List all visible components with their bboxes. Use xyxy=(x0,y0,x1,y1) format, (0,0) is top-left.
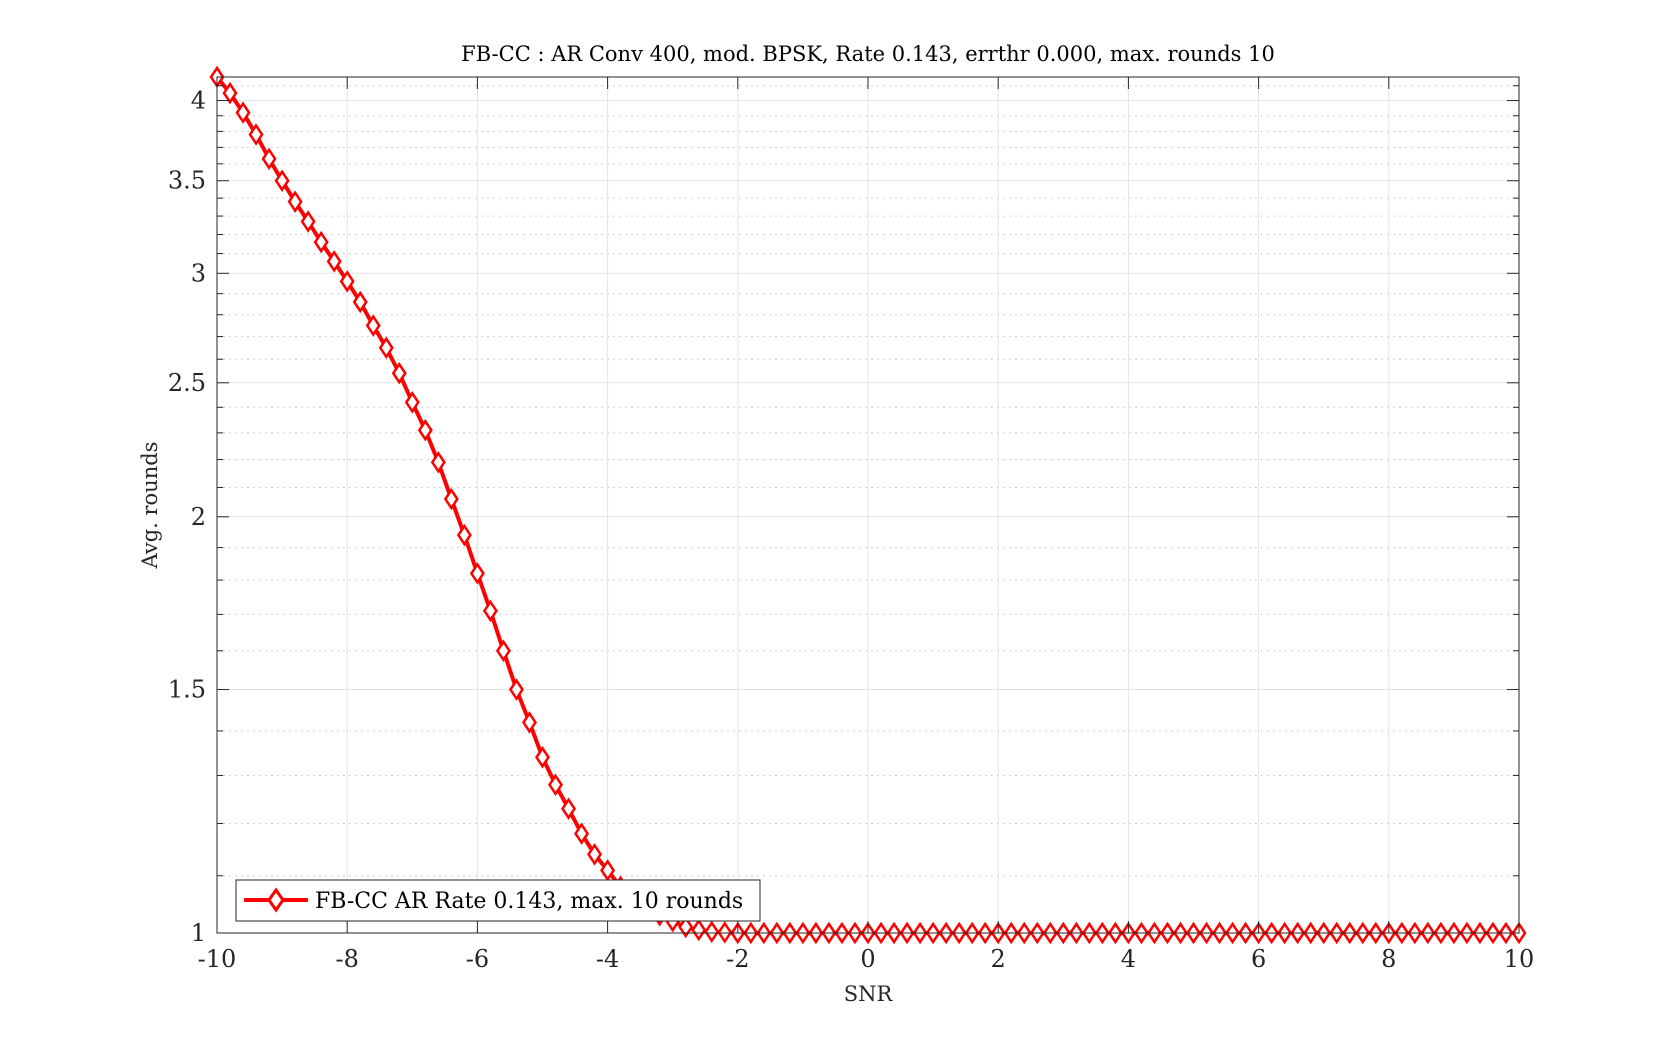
x-tick-labels: -10 -8 -6 -4 -2 0 2 4 6 8 10 xyxy=(198,945,1535,973)
x-axis-label: SNR xyxy=(844,982,894,1006)
data-point-marker xyxy=(391,361,407,385)
data-point-marker xyxy=(339,270,355,293)
data-point-marker xyxy=(404,391,420,414)
legend: FB-CC AR Rate 0.143, max. 10 rounds xyxy=(235,879,761,922)
data-point-marker xyxy=(313,230,329,254)
x-tick-label: 2 xyxy=(991,945,1006,973)
x-tick-label: -2 xyxy=(726,945,749,973)
data-point-marker xyxy=(248,123,264,146)
y-tick-labels: 1 1.5 2 2.5 3 3.5 4 xyxy=(168,87,206,947)
data-point-marker xyxy=(365,314,381,337)
data-point-marker xyxy=(574,822,590,845)
data-point-marker xyxy=(508,678,524,701)
y-tick-label: 2 xyxy=(191,503,206,531)
data-point-marker xyxy=(222,81,238,105)
y-tick-label: 3.5 xyxy=(168,167,206,195)
y-axis-label: Avg. rounds xyxy=(138,442,162,570)
y-tick-label: 1 xyxy=(191,919,206,947)
legend-entry-label: FB-CC AR Rate 0.143, max. 10 rounds xyxy=(315,889,743,914)
data-point-marker xyxy=(561,797,577,820)
chart-title: FB-CC : AR Conv 400, mod. BPSK, Rate 0.1… xyxy=(461,42,1275,66)
data-point-marker xyxy=(548,773,564,797)
data-point-marker xyxy=(521,711,537,734)
x-tick-label: 6 xyxy=(1251,945,1266,973)
data-point-marker xyxy=(430,451,446,474)
data-point-marker xyxy=(678,915,694,939)
data-point-marker xyxy=(495,639,511,663)
data-point-marker xyxy=(534,746,551,769)
x-tick-label: -10 xyxy=(198,945,237,973)
x-tick-label: 0 xyxy=(860,945,875,973)
data-point-marker xyxy=(587,843,603,866)
data-point-marker xyxy=(235,101,251,124)
x-tick-label: -6 xyxy=(466,945,489,973)
data-point-marker xyxy=(300,210,316,233)
data-point-marker xyxy=(717,921,733,944)
data-point-marker xyxy=(274,169,290,192)
y-tick-label: 1.5 xyxy=(168,676,206,704)
y-tick-label: 4 xyxy=(191,87,206,115)
x-tick-label: 8 xyxy=(1381,945,1396,973)
data-point-marker xyxy=(417,418,433,442)
data-point-marker xyxy=(704,920,720,944)
x-tick-label: 4 xyxy=(1121,945,1136,973)
data-point-marker xyxy=(482,599,498,623)
x-tick-label: -8 xyxy=(336,945,359,973)
legend-marker-sample xyxy=(267,887,285,913)
legend-box xyxy=(235,879,761,922)
y-tick-label: 2.5 xyxy=(168,369,206,397)
data-point-marker xyxy=(456,523,472,547)
x-tick-label: -4 xyxy=(596,945,619,973)
data-point-marker xyxy=(691,918,707,942)
data-point-marker xyxy=(600,859,616,882)
data-point-marker xyxy=(352,290,368,314)
data-point-marker xyxy=(378,336,394,360)
data-point-marker xyxy=(287,190,303,213)
data-point-marker xyxy=(469,562,485,585)
data-point-marker xyxy=(443,487,459,511)
data-point-marker xyxy=(326,250,342,273)
axis-ticks xyxy=(216,77,1520,934)
data-point-marker xyxy=(261,147,277,171)
x-tick-label: 10 xyxy=(1504,945,1535,973)
y-tick-label: 3 xyxy=(191,259,206,287)
